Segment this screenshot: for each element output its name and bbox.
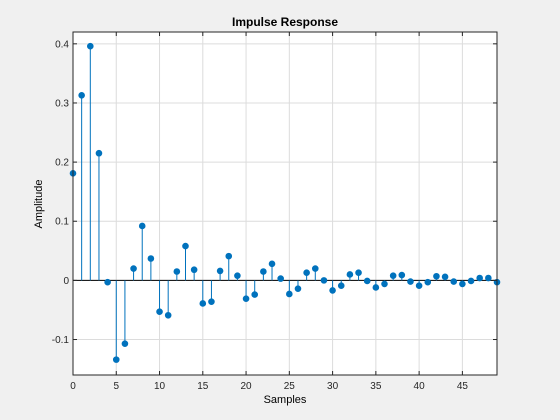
- stem-marker: [130, 265, 137, 272]
- stem-marker: [112, 356, 120, 363]
- stem-marker: [234, 272, 241, 279]
- stem-marker: [190, 266, 198, 274]
- stem-marker: [485, 274, 492, 282]
- stem-marker: [268, 260, 276, 268]
- stem-marker: [441, 273, 449, 281]
- stem-marker: [346, 271, 354, 278]
- stem-marker: [277, 275, 284, 282]
- stem-marker: [320, 277, 328, 284]
- chart-title: Impulse Response: [232, 15, 338, 29]
- stem-marker: [78, 91, 85, 99]
- x-tick-label: 30: [327, 381, 339, 392]
- y-tick-label: 0.4: [55, 39, 69, 50]
- stem-marker: [476, 274, 483, 282]
- x-tick-label: 0: [70, 381, 76, 392]
- x-tick-label: 10: [154, 381, 166, 392]
- stem-marker: [208, 298, 215, 305]
- stem-marker: [355, 269, 362, 276]
- stem-marker: [182, 242, 189, 250]
- stem-marker: [164, 311, 172, 319]
- stem-marker: [459, 280, 466, 288]
- plot-frame: [72, 31, 498, 376]
- stem-marker: [363, 277, 371, 285]
- stem-marker: [424, 278, 432, 286]
- tick-marks: [72, 32, 497, 375]
- stem-marker: [286, 290, 293, 298]
- x-tick-label: 5: [113, 381, 119, 392]
- x-tick-labels: 0 5 10 15 20 25 30 35 40 45: [70, 381, 468, 392]
- stem-marker: [95, 149, 103, 157]
- x-tick-label: 25: [284, 381, 296, 392]
- y-tick-label: 0.2: [55, 158, 69, 169]
- x-axis-label: Samples: [264, 394, 307, 406]
- y-tick-label: 0.1: [55, 217, 69, 228]
- y-tick-label: 0.3: [55, 98, 69, 109]
- stem-marker: [303, 269, 310, 276]
- stem-marker: [242, 295, 250, 303]
- x-tick-label: 20: [240, 381, 252, 392]
- plot-area: [72, 31, 498, 376]
- stem-marker: [225, 252, 233, 260]
- stem-marker: [467, 277, 475, 285]
- stem-marker: [372, 284, 380, 291]
- stem-marker: [433, 272, 440, 280]
- x-tick-label: 45: [457, 381, 469, 392]
- y-tick-label: 0: [63, 276, 69, 287]
- stem-marker: [311, 265, 319, 272]
- stem-marker: [294, 285, 302, 292]
- stem-marker: [389, 272, 397, 279]
- stem-marker: [173, 268, 181, 275]
- stem-marker: [398, 271, 406, 279]
- x-tick-label: 40: [414, 381, 426, 392]
- stem-marker: [329, 287, 336, 294]
- stem-marker: [407, 278, 414, 285]
- stem-marker: [260, 268, 267, 275]
- stem-marker: [121, 340, 129, 347]
- stem-marker: [199, 300, 207, 307]
- stem-marker: [450, 278, 458, 285]
- stem-marker: [104, 278, 111, 286]
- stem-marker: [415, 282, 423, 290]
- y-tick-label: -0.1: [52, 335, 70, 346]
- y-axis-label: Amplitude: [33, 180, 45, 229]
- stem-series: [69, 42, 501, 363]
- stem-marker: [216, 267, 224, 275]
- stem-marker: [156, 308, 163, 316]
- stem-marker: [138, 222, 146, 230]
- stem-marker: [251, 291, 259, 298]
- stem-marker: [337, 282, 345, 290]
- x-tick-label: 35: [370, 381, 382, 392]
- y-tick-labels: -0.1 0 0.1 0.2 0.3 0.4: [52, 39, 70, 346]
- stem-marker: [381, 280, 388, 288]
- x-tick-label: 15: [197, 381, 209, 392]
- stem-marker: [87, 42, 94, 50]
- stem-marker: [147, 255, 155, 262]
